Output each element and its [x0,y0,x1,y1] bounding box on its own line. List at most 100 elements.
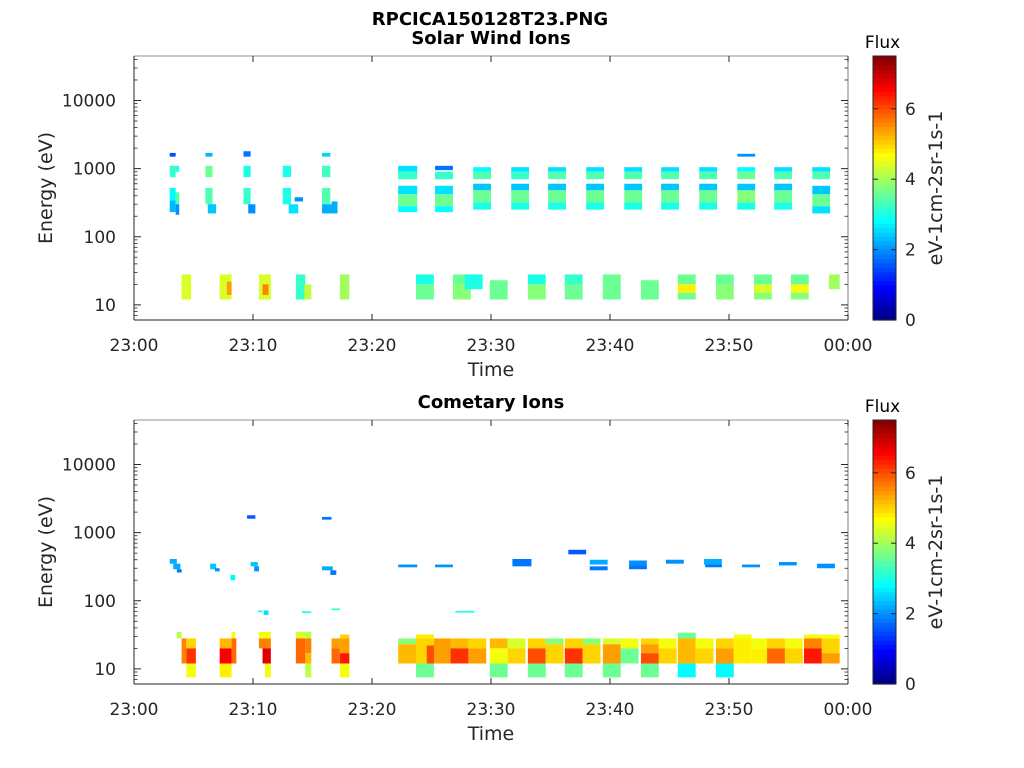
heatmap-cell [512,559,532,567]
heatmap-cell [452,274,471,285]
heatmap-cell [640,644,659,654]
heatmap-cell [620,638,639,649]
heatmap-cell [468,638,487,649]
heatmap-cell [169,187,176,201]
colorbar-swatch [873,455,896,461]
colorbar-swatch [873,424,896,430]
colorbar-swatch [873,315,896,321]
colorbar-swatch [873,179,896,185]
heatmap-cell [181,274,192,300]
y-tick-label: 10 [94,660,116,680]
heatmap-cell [527,638,546,649]
colorbar-swatch [873,653,896,659]
colorbar-swatch [873,73,896,79]
heatmap-cell [435,206,453,213]
heatmap-cell [602,274,621,300]
heatmap-cell [699,171,718,180]
colorbar-swatch [873,174,896,180]
heatmap-cell [339,638,350,654]
colorbar-swatch [873,86,896,92]
colorbar-swatch [873,249,896,255]
heatmap-cell [812,185,831,195]
heatmap-cell [207,204,217,214]
heatmap-cell [803,634,822,639]
heatmap-cell [589,559,608,565]
colorbar-swatch [873,662,896,667]
heatmap-cell [304,284,312,300]
colorbar-swatch [873,521,896,527]
colorbar-swatch [873,446,896,452]
heatmap-cell [205,165,213,178]
colorbar-swatch [873,100,896,105]
colorbar-swatch [873,635,896,641]
heatmap-cell [640,653,659,664]
heatmap-cell [624,190,643,203]
heatmap-cell [331,648,340,664]
heatmap-cell [219,638,232,649]
heatmap-cell [507,648,526,664]
heatmap-cell [784,638,803,649]
colorbar-swatch [873,657,896,663]
colorbar-swatch [873,547,896,553]
y-tick-label: 1000 [73,524,116,544]
heatmap-cell [629,560,647,566]
colorbar-frame [872,55,897,321]
colorbar-tick-label: 0 [905,675,916,695]
colorbar-swatch [873,306,896,312]
heatmap-cell [263,610,269,615]
heatmap-cell [545,638,564,645]
colorbar-swatch [873,609,896,615]
colorbar-swatch [873,205,896,211]
heatmap-cell [507,638,526,649]
panel-1: Solar Wind Ions 23:00 23:10 23:20 23:30 23:40… [35,28,947,381]
colorbar-swatch [873,95,896,101]
heatmap-cell [665,559,684,564]
heatmap-cell [435,185,453,195]
x-tick-label: 23:10 [229,700,278,720]
colorbar-swatch [873,170,896,176]
heatmap-cell [582,644,601,664]
heatmap-cell [186,663,196,678]
x-tick-label: 23:40 [586,700,635,720]
heatmap-cell [527,274,546,285]
colorbar-swatch [873,130,896,136]
colorbar-swatch [873,433,896,439]
x-tick-label: 23:30 [467,700,516,720]
heatmap-cell [821,638,840,654]
heatmap-cell [715,648,734,664]
y-tick-label: 1000 [73,160,116,180]
colorbar-swatch [873,254,896,259]
heatmap-cell [247,515,256,519]
colorbar-swatch [873,486,896,491]
colorbar-swatch [873,420,896,425]
heatmap-cell [243,187,251,205]
colorbar-swatch [873,477,896,483]
heatmap-cell [450,638,469,649]
colorbar-swatch [873,210,896,215]
heatmap-cell [288,204,299,214]
heatmap-cell [398,194,418,207]
panel-title: Cometary Ions [418,392,565,413]
heatmap-cell [322,516,332,520]
heatmap-cell [733,638,752,664]
colorbar-swatch [873,267,896,273]
colorbar-swatch [873,56,896,61]
heatmap-cell [331,201,338,214]
colorbar-swatch [873,139,896,145]
heatmap-cell [473,183,491,191]
heatmap-cell [219,274,232,300]
heatmap-cell [416,274,434,285]
colorbar-swatch [873,148,896,154]
heatmap-cell [715,663,734,678]
heatmap-cell [322,566,333,571]
x-tick-label: 23:50 [705,700,754,720]
colorbar-swatch [873,631,896,637]
colorbar: 0 2 4 6 Flux eV-1cm-2sr-1s-1 [865,397,947,695]
heatmap-cell [322,165,331,178]
colorbar-swatch [873,587,896,593]
colorbar-swatch [873,135,896,141]
heatmap-cell [511,190,530,203]
colorbar-swatch [873,481,896,487]
heatmap-cell [821,653,840,664]
